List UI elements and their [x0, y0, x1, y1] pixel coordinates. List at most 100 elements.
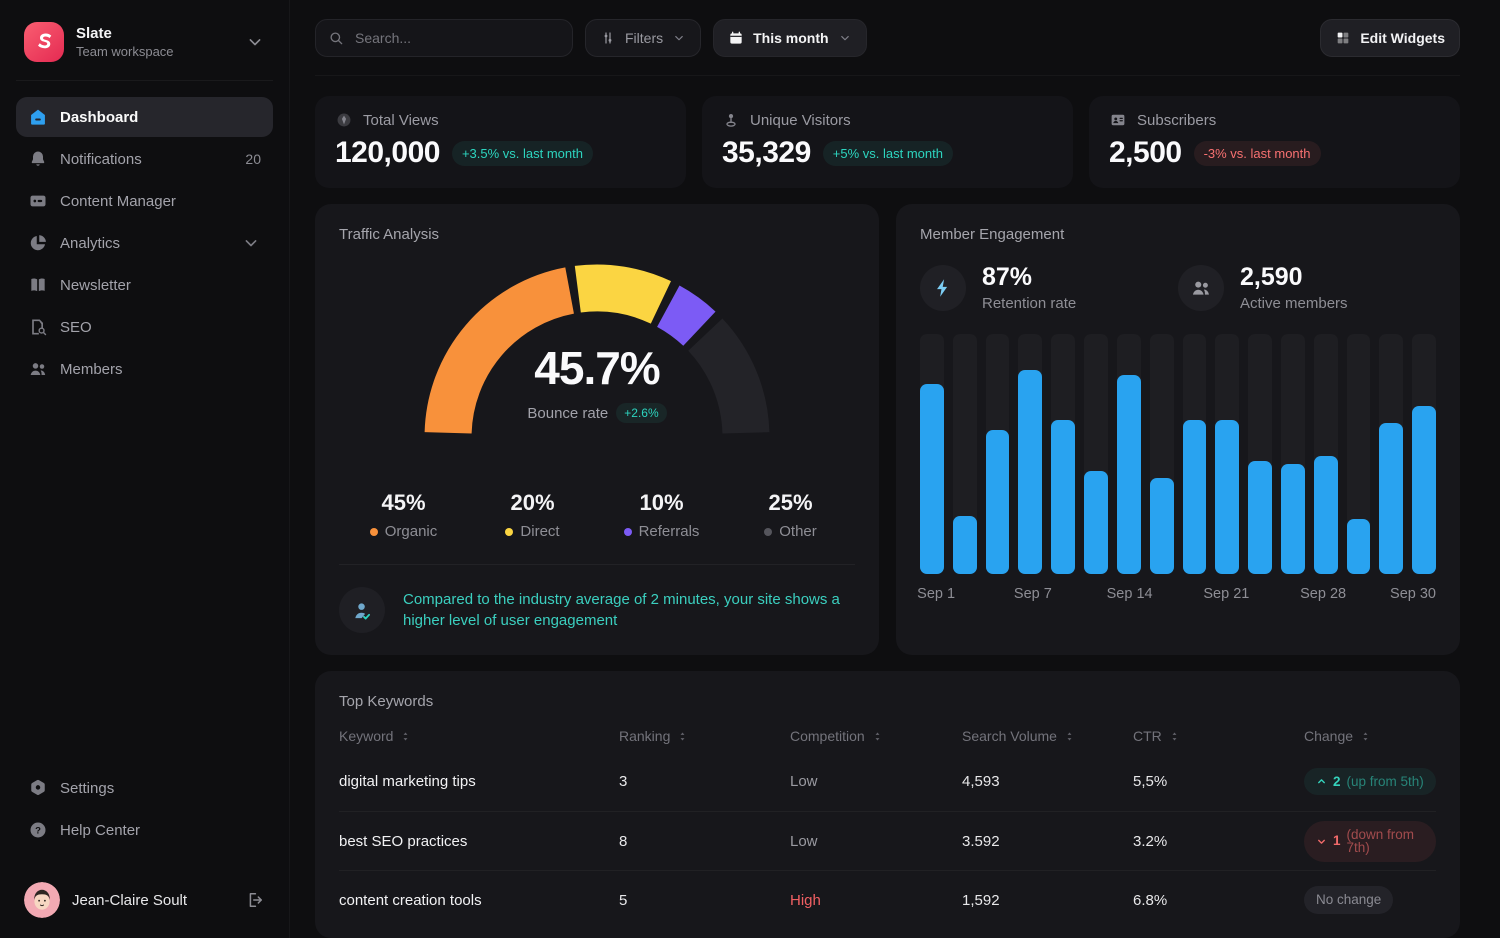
insight-text: Compared to the industry average of 2 mi…: [403, 590, 840, 629]
bounce-rate-delta-badge: +2.6%: [616, 403, 667, 423]
legend-value: 45%: [381, 490, 426, 515]
workspace-switcher[interactable]: Slate Team workspace: [16, 16, 273, 81]
workspace-subtitle: Team workspace: [76, 44, 174, 59]
sidebar-item-settings[interactable]: Settings: [16, 768, 273, 808]
gauge-center: 45.7% Bounce rate +2.6%: [412, 341, 782, 423]
x-tick-label: Sep 14: [1106, 586, 1153, 602]
bar-track-15: [1412, 334, 1436, 574]
legend-dot: [623, 527, 632, 536]
keyword-cell: content creation tools: [339, 891, 482, 909]
column-header-ctr[interactable]: CTR: [1133, 728, 1304, 744]
competition-cell: High: [790, 891, 821, 909]
sidebar-item-members[interactable]: Members: [16, 349, 273, 389]
bar-9: [1215, 420, 1240, 574]
stat-label: Unique Visitors: [750, 111, 851, 129]
topbar: Filters This month Edit Widgets: [315, 0, 1460, 76]
bar-2: [985, 430, 1010, 574]
ctr-cell: 5,5%: [1133, 773, 1168, 790]
keyword-row-best-seo-practices[interactable]: best SEO practices 8 Low 3.592 3.2% 1 (down fr…: [339, 811, 1436, 870]
sidebar-item-seo[interactable]: SEO: [16, 307, 273, 347]
mid-row: Traffic Analysis 45.7% Bounce rate +2.6%…: [315, 204, 1460, 655]
bar-15: [1412, 406, 1436, 574]
stats-row: Total Views 120,000 +3.5% vs. last month Un…: [315, 96, 1460, 188]
column-header-search-volume[interactable]: Search Volume: [962, 728, 1133, 744]
traffic-panel-title: Traffic Analysis: [339, 226, 440, 243]
engagement-stat-active-members: 2,590 Active members: [1178, 263, 1436, 312]
bar-7: [1149, 478, 1174, 574]
sidebar-item-label: Help Center: [60, 821, 141, 839]
legend-value: 20%: [510, 490, 555, 515]
sidebar-item-content-manager[interactable]: Content Manager: [16, 181, 273, 221]
edit-widgets-button[interactable]: Edit Widgets: [1320, 18, 1460, 57]
seo-icon: [28, 317, 48, 337]
engagement-label: Retention rate: [982, 295, 1077, 312]
column-header-keyword[interactable]: Keyword: [339, 728, 619, 744]
stat-delta-badge: +5% vs. last month: [822, 140, 953, 166]
bar-5: [1084, 470, 1108, 574]
engagement-bar-chart: [920, 334, 1436, 574]
search-box[interactable]: [315, 18, 573, 57]
bar-12: [1313, 456, 1338, 574]
analytics-icon: [28, 233, 48, 253]
sidebar-item-newsletter[interactable]: Newsletter: [16, 265, 273, 305]
logout-icon[interactable]: [245, 890, 265, 910]
keyword-row-digital-marketing-tips[interactable]: digital marketing tips 3 Low 4,593 5,5% 2 (up …: [339, 752, 1436, 811]
help-icon: ?: [28, 820, 48, 840]
caret-down-icon: [1316, 836, 1327, 847]
column-header-ranking[interactable]: Ranking: [619, 728, 790, 744]
engagement-value: 87%: [982, 263, 1033, 291]
keyword-row-content-creation-tools[interactable]: content creation tools 5 High 1,592 6.8% No c…: [339, 870, 1436, 929]
stat-card-unique-visitors: Unique Visitors 35,329 +5% vs. last month: [702, 96, 1073, 188]
legend-dot: [764, 527, 773, 536]
bar-3: [1018, 370, 1043, 574]
user-profile[interactable]: Jean-Claire Soult: [16, 878, 273, 922]
column-header-competition[interactable]: Competition: [790, 728, 962, 744]
views-icon: [335, 111, 353, 129]
sort-icon: [1359, 730, 1372, 743]
filters-button[interactable]: Filters: [585, 18, 702, 57]
change-badge: 2 (up from 5th): [1304, 767, 1436, 796]
sidebar-item-label: Members: [60, 360, 123, 378]
bell-icon: [28, 149, 48, 169]
sidebar-item-label: Content Manager: [60, 192, 176, 210]
search-input[interactable]: [353, 28, 560, 47]
change-badge: No change: [1304, 886, 1394, 914]
traffic-legend: 45% Organic 20% Direct 10% Referrals 25% Other: [339, 490, 855, 540]
svg-text:?: ?: [35, 826, 41, 837]
legend-item-direct: 20% Direct: [468, 490, 597, 540]
keywords-table-header: Keyword Ranking Competition Search Volume CT…: [339, 728, 1436, 744]
column-header-change[interactable]: Change: [1304, 728, 1436, 744]
filters-label: Filters: [625, 29, 664, 46]
sidebar-item-help-center[interactable]: ? Help Center: [16, 810, 273, 850]
bar-track-6: [1116, 334, 1141, 574]
workspace-name: Slate: [76, 25, 112, 42]
bar-track-8: [1182, 334, 1207, 574]
change-cell: 1 (down from 7th): [1304, 820, 1436, 862]
home-icon: [28, 107, 48, 127]
legend-label: Referrals: [638, 523, 700, 540]
bar-track-7: [1149, 334, 1174, 574]
legend-dot: [369, 527, 378, 536]
grid-icon: [1335, 30, 1351, 46]
keyword-cell: best SEO practices: [339, 832, 468, 850]
traffic-panel: Traffic Analysis 45.7% Bounce rate +2.6%…: [315, 204, 879, 655]
sidebar-footer-nav: Settings? Help Center: [16, 768, 273, 850]
competition-cell: Low: [790, 773, 818, 790]
bolt-icon: [932, 277, 954, 299]
calendar-icon: [728, 30, 744, 46]
bounce-rate-value: 45.7%: [534, 342, 660, 394]
date-range-button[interactable]: This month: [713, 18, 867, 57]
sidebar-item-notifications[interactable]: Notifications 20: [16, 139, 273, 179]
chevron-down-icon: [241, 233, 261, 253]
user-name: Jean-Claire Soult: [72, 891, 188, 909]
bar-11: [1280, 463, 1305, 574]
legend-label: Organic: [384, 523, 438, 540]
legend-value: 25%: [768, 490, 813, 515]
chevron-down-icon[interactable]: [245, 32, 265, 52]
ctr-cell: 3.2%: [1133, 832, 1168, 850]
bar-4: [1051, 420, 1076, 574]
engagement-stat-retention-rate: 87% Retention rate: [920, 263, 1178, 312]
sidebar-item-dashboard[interactable]: Dashboard: [16, 97, 273, 137]
chevron-down-icon: [672, 31, 686, 45]
sidebar-item-analytics[interactable]: Analytics: [16, 223, 273, 263]
